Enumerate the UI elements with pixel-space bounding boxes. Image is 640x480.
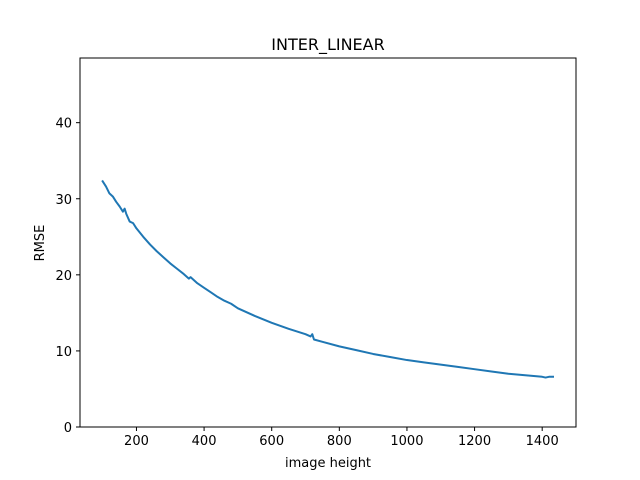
y-tick-label: 20 bbox=[55, 269, 72, 284]
x-tick-label: 1400 bbox=[526, 434, 559, 449]
x-tick-label: 1200 bbox=[458, 434, 491, 449]
y-axis-label: RMSE bbox=[33, 225, 48, 262]
x-tick-label: 200 bbox=[124, 434, 149, 449]
y-tick-label: 40 bbox=[55, 117, 72, 132]
y-tick-label: 0 bbox=[64, 421, 72, 436]
series-line-0 bbox=[101, 179, 555, 379]
y-tick-label: 10 bbox=[55, 345, 72, 360]
x-tick-label: 800 bbox=[327, 434, 352, 449]
x-axis-label: image height bbox=[285, 456, 371, 471]
x-tick-label: 1000 bbox=[390, 434, 423, 449]
y-tick-label: 30 bbox=[55, 193, 72, 208]
x-tick-label: 400 bbox=[192, 434, 217, 449]
axes-frame bbox=[79, 57, 577, 428]
axes: 200 400 600 800 1000 1200 1400 0 10 20 30 40 bbox=[55, 57, 577, 449]
chart-title: INTER_LINEAR bbox=[271, 35, 384, 55]
plot-area bbox=[101, 179, 555, 379]
x-tick-label: 600 bbox=[259, 434, 284, 449]
